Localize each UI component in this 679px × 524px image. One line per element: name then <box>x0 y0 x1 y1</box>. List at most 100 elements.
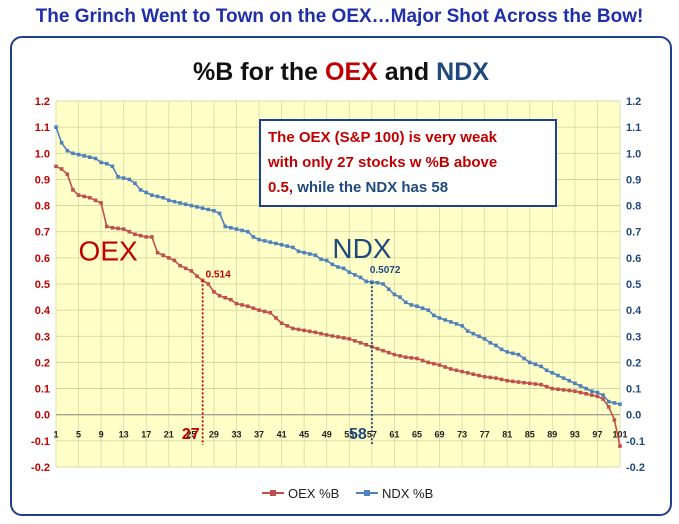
ndx-point <box>257 237 261 242</box>
ndx-point <box>324 258 329 263</box>
x-tick: 65 <box>412 430 422 440</box>
y-tick-right: 0.8 <box>626 201 641 213</box>
oex-point <box>544 384 549 389</box>
note-box: The OEX (S&P 100) is very weak with only… <box>259 119 557 207</box>
y-tick-left: 0.2 <box>35 357 50 369</box>
oex-point <box>398 354 402 358</box>
oex-point <box>341 336 346 340</box>
ndx-point <box>212 209 216 213</box>
oex-point <box>550 386 555 391</box>
x-tick: 73 <box>457 430 467 440</box>
ndx-point <box>65 148 70 153</box>
y-tick-right: 0.9 <box>626 174 641 186</box>
ndx-point <box>217 211 222 216</box>
oex-point <box>347 337 352 341</box>
oex-point <box>296 327 301 332</box>
ndx-point <box>477 334 481 339</box>
x-tick: 89 <box>547 430 557 440</box>
note-line-2: with only 27 stocks w %B above <box>267 154 497 171</box>
y-tick-left: 1.2 <box>35 96 50 108</box>
x-tick: 69 <box>435 430 445 440</box>
y-tick-left: 0.5 <box>35 279 50 291</box>
ndx-point <box>533 362 538 367</box>
oex-point <box>274 316 278 320</box>
oex-point <box>386 350 391 355</box>
oex-point <box>167 256 171 260</box>
x-tick: 53 <box>344 430 354 440</box>
ndx-point <box>539 364 543 369</box>
y-tick-right: 1.1 <box>626 122 641 134</box>
oex-point <box>54 164 58 169</box>
oex-point <box>150 235 154 239</box>
oex-point <box>93 198 98 203</box>
x-tick: 29 <box>209 430 219 440</box>
oex-point <box>240 303 244 307</box>
y-tick-left: 0.8 <box>35 201 50 213</box>
oex-point <box>454 368 459 373</box>
oex-point <box>595 394 600 399</box>
y-tick-left: 1.0 <box>35 148 50 160</box>
oex-point <box>234 301 239 306</box>
ndx-point <box>420 306 425 310</box>
ndx-point <box>178 201 182 205</box>
ndx-point <box>172 199 177 204</box>
oex-point <box>420 358 425 363</box>
oex-point <box>133 232 137 237</box>
ndx-point <box>161 195 165 200</box>
oex-point <box>65 172 70 176</box>
annotation-markers <box>201 280 373 445</box>
ndx-point <box>471 331 476 336</box>
y-tick-left: 0.3 <box>35 331 50 343</box>
oex-point <box>381 348 385 353</box>
chart-title-ndx: NDX <box>436 58 489 86</box>
oex-point <box>505 378 509 383</box>
oex-point <box>245 304 250 309</box>
y-tick-right: 0.4 <box>626 305 642 317</box>
ndx-point <box>449 320 453 324</box>
ndx-point <box>505 350 509 354</box>
oex-point <box>460 369 464 374</box>
page-headline: The Grinch Went to Town on the OEX…Major… <box>35 6 644 27</box>
ndx-point <box>54 125 58 129</box>
series-lines <box>54 125 622 448</box>
y-tick-left: -0.2 <box>31 462 50 474</box>
y-tick-right: 0.0 <box>626 410 641 422</box>
ndx-point <box>567 378 572 383</box>
note-line-1: The OEX (S&P 100) is very weak <box>268 129 498 146</box>
ndx-point <box>584 386 588 391</box>
oex-point <box>302 328 306 333</box>
x-tick: 93 <box>570 430 580 440</box>
ndx-point <box>155 194 160 199</box>
ndx-point <box>99 160 103 165</box>
ndx-point <box>527 360 532 365</box>
ndx-point <box>375 280 380 285</box>
ndx-point <box>167 198 171 203</box>
oex-point <box>606 405 611 409</box>
oex-point <box>561 388 566 392</box>
oex-point <box>127 229 132 234</box>
ndx-point <box>279 242 284 247</box>
x-tick: 77 <box>480 430 490 440</box>
ndx-point <box>110 164 115 169</box>
x-tick: 33 <box>231 430 241 440</box>
oex-point <box>71 188 75 192</box>
oex-point <box>409 356 414 360</box>
y-tick-left: 0.0 <box>35 410 50 422</box>
oex-point <box>618 444 622 448</box>
oex-point <box>76 193 81 197</box>
chart-title-oex: OEX <box>325 58 378 86</box>
oex-point <box>161 253 165 258</box>
ndx-legend-label: NDX %B <box>382 486 433 501</box>
x-tick: 101 <box>612 430 627 440</box>
ndx-point <box>223 224 227 229</box>
oex-point <box>584 392 588 396</box>
ndx-point <box>561 376 566 380</box>
oex-point <box>285 324 290 328</box>
ndx-point <box>116 175 120 179</box>
ndx-point <box>595 390 600 395</box>
ndx-point <box>245 229 250 234</box>
ndx-point <box>82 154 86 158</box>
ndx-point <box>409 303 414 307</box>
oex-point <box>590 393 594 397</box>
y-tick-right: 0.6 <box>626 253 641 265</box>
